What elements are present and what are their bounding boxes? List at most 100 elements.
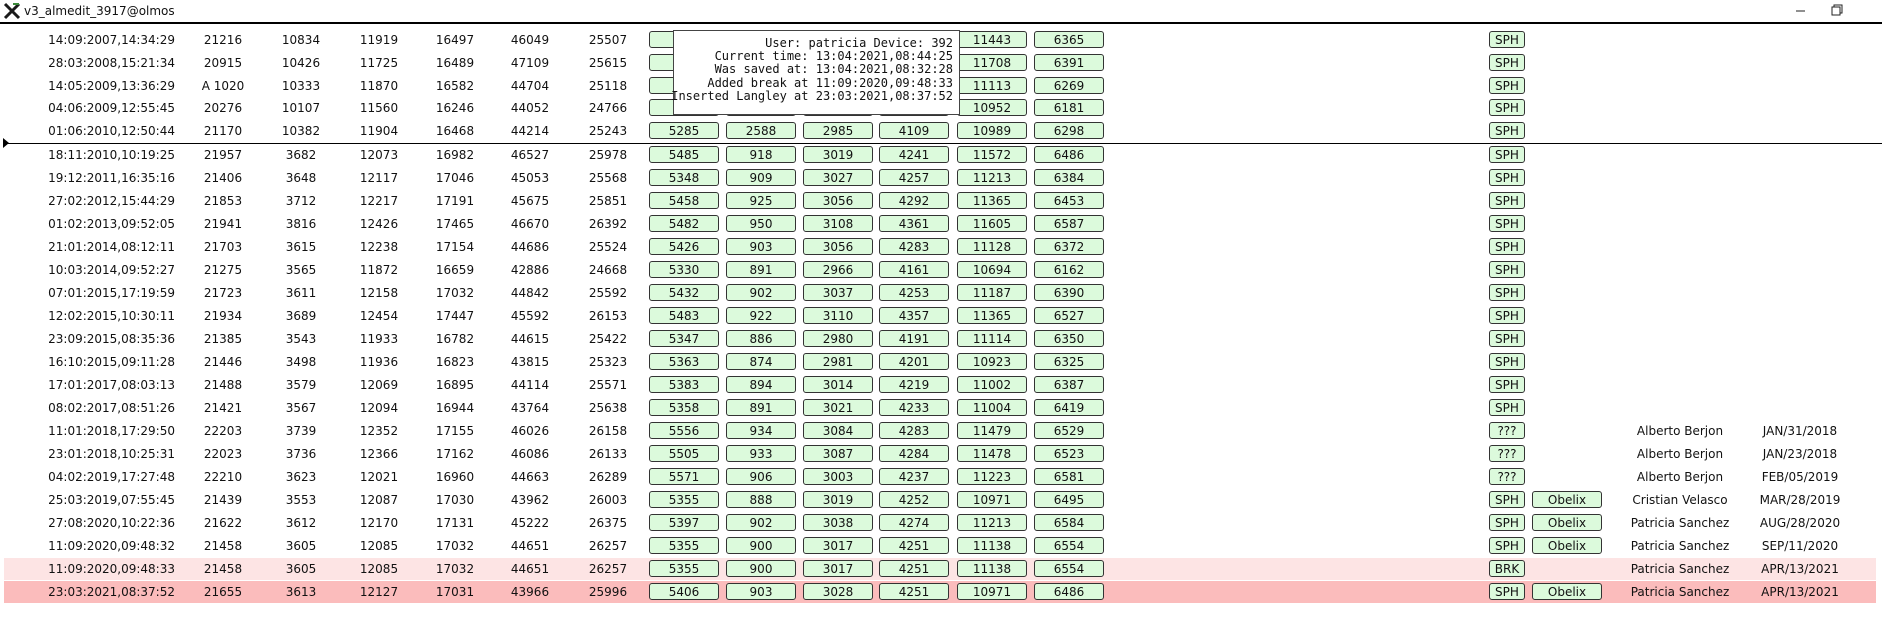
- value-box[interactable]: 11365: [957, 306, 1027, 324]
- value-box[interactable]: 5458: [649, 191, 719, 209]
- value-box[interactable]: 6529: [1034, 421, 1104, 439]
- value-box[interactable]: 5482: [649, 214, 719, 232]
- tag-box[interactable]: SPH: [1489, 513, 1525, 531]
- value-box[interactable]: 6554: [1034, 559, 1104, 577]
- value-box[interactable]: 11113: [957, 76, 1027, 94]
- value-box[interactable]: 6584: [1034, 513, 1104, 531]
- value-box[interactable]: 5571: [649, 467, 719, 485]
- tag-box[interactable]: ???: [1489, 467, 1525, 485]
- value-box[interactable]: 894: [726, 375, 796, 393]
- value-box[interactable]: 4257: [879, 168, 949, 186]
- tag-box[interactable]: Obelix: [1532, 582, 1602, 600]
- tag-box[interactable]: SPH: [1489, 31, 1525, 48]
- value-box[interactable]: 3056: [803, 237, 873, 255]
- value-box[interactable]: 11572: [957, 146, 1027, 163]
- value-box[interactable]: 3028: [803, 582, 873, 600]
- value-box[interactable]: 891: [726, 398, 796, 416]
- value-box[interactable]: 11114: [957, 329, 1027, 347]
- value-box[interactable]: 3108: [803, 214, 873, 232]
- value-box[interactable]: 2980: [803, 329, 873, 347]
- value-box[interactable]: 5285: [649, 122, 719, 140]
- value-box[interactable]: 4237: [879, 467, 949, 485]
- tag-box[interactable]: ???: [1489, 444, 1525, 462]
- value-box[interactable]: 11213: [957, 168, 1027, 186]
- value-box[interactable]: 4251: [879, 559, 949, 577]
- value-box[interactable]: 906: [726, 467, 796, 485]
- value-box[interactable]: 11128: [957, 237, 1027, 255]
- value-box[interactable]: 5483: [649, 306, 719, 324]
- tag-box[interactable]: SPH: [1489, 375, 1525, 393]
- value-box[interactable]: 5355: [649, 536, 719, 554]
- value-box[interactable]: 4274: [879, 513, 949, 531]
- value-box[interactable]: 909: [726, 168, 796, 186]
- value-box[interactable]: 4201: [879, 352, 949, 370]
- value-box[interactable]: 3019: [803, 146, 873, 163]
- value-box[interactable]: 922: [726, 306, 796, 324]
- value-box[interactable]: 6181: [1034, 99, 1104, 117]
- value-box[interactable]: 3017: [803, 536, 873, 554]
- tag-box[interactable]: SPH: [1489, 283, 1525, 301]
- window-controls[interactable]: [1790, 1, 1850, 21]
- value-box[interactable]: 10971: [957, 582, 1027, 600]
- value-box[interactable]: 4292: [879, 191, 949, 209]
- value-box[interactable]: 4253: [879, 283, 949, 301]
- value-box[interactable]: 3087: [803, 444, 873, 462]
- value-box[interactable]: 902: [726, 283, 796, 301]
- value-box[interactable]: 11138: [957, 536, 1027, 554]
- value-box[interactable]: 5406: [649, 582, 719, 600]
- value-box[interactable]: 11138: [957, 559, 1027, 577]
- value-box[interactable]: 950: [726, 214, 796, 232]
- value-box[interactable]: 903: [726, 237, 796, 255]
- tag-box[interactable]: SPH: [1489, 352, 1525, 370]
- tag-box[interactable]: SPH: [1489, 168, 1525, 186]
- tag-box[interactable]: SPH: [1489, 214, 1525, 232]
- value-box[interactable]: 3084: [803, 421, 873, 439]
- value-box[interactable]: 891: [726, 260, 796, 278]
- tag-box[interactable]: ???: [1489, 421, 1525, 439]
- value-box[interactable]: 5358: [649, 398, 719, 416]
- value-box[interactable]: 3037: [803, 283, 873, 301]
- value-box[interactable]: 5556: [649, 421, 719, 439]
- value-box[interactable]: 4361: [879, 214, 949, 232]
- value-box[interactable]: 925: [726, 191, 796, 209]
- value-box[interactable]: 6523: [1034, 444, 1104, 462]
- value-box[interactable]: 11004: [957, 398, 1027, 416]
- value-box[interactable]: 11479: [957, 421, 1027, 439]
- value-box[interactable]: 874: [726, 352, 796, 370]
- tag-box[interactable]: SPH: [1489, 398, 1525, 416]
- value-box[interactable]: 3056: [803, 191, 873, 209]
- tag-box[interactable]: SPH: [1489, 237, 1525, 255]
- tag-box[interactable]: SPH: [1489, 191, 1525, 209]
- value-box[interactable]: 6554: [1034, 536, 1104, 554]
- value-box[interactable]: 6587: [1034, 214, 1104, 232]
- value-box[interactable]: 888: [726, 490, 796, 508]
- value-box[interactable]: 934: [726, 421, 796, 439]
- value-box[interactable]: 902: [726, 513, 796, 531]
- tag-box[interactable]: SPH: [1489, 536, 1525, 554]
- value-box[interactable]: 5426: [649, 237, 719, 255]
- value-box[interactable]: 6486: [1034, 582, 1104, 600]
- value-box[interactable]: 6486: [1034, 146, 1104, 163]
- value-box[interactable]: 903: [726, 582, 796, 600]
- tag-box[interactable]: SPH: [1489, 582, 1525, 600]
- value-box[interactable]: 2985: [803, 122, 873, 140]
- tag-box[interactable]: SPH: [1489, 260, 1525, 278]
- value-box[interactable]: 2588: [726, 122, 796, 140]
- value-box[interactable]: 4251: [879, 582, 949, 600]
- value-box[interactable]: 6269: [1034, 76, 1104, 94]
- value-box[interactable]: 5355: [649, 490, 719, 508]
- value-box[interactable]: 6391: [1034, 53, 1104, 71]
- value-box[interactable]: 6495: [1034, 490, 1104, 508]
- value-box[interactable]: 6390: [1034, 283, 1104, 301]
- value-box[interactable]: 933: [726, 444, 796, 462]
- value-box[interactable]: 6365: [1034, 31, 1104, 48]
- tag-box[interactable]: SPH: [1489, 99, 1525, 117]
- value-box[interactable]: 11365: [957, 191, 1027, 209]
- tag-box[interactable]: SPH: [1489, 306, 1525, 324]
- value-box[interactable]: 3110: [803, 306, 873, 324]
- value-box[interactable]: 5397: [649, 513, 719, 531]
- value-box[interactable]: 3003: [803, 467, 873, 485]
- value-box[interactable]: 11478: [957, 444, 1027, 462]
- value-box[interactable]: 3027: [803, 168, 873, 186]
- value-box[interactable]: 900: [726, 559, 796, 577]
